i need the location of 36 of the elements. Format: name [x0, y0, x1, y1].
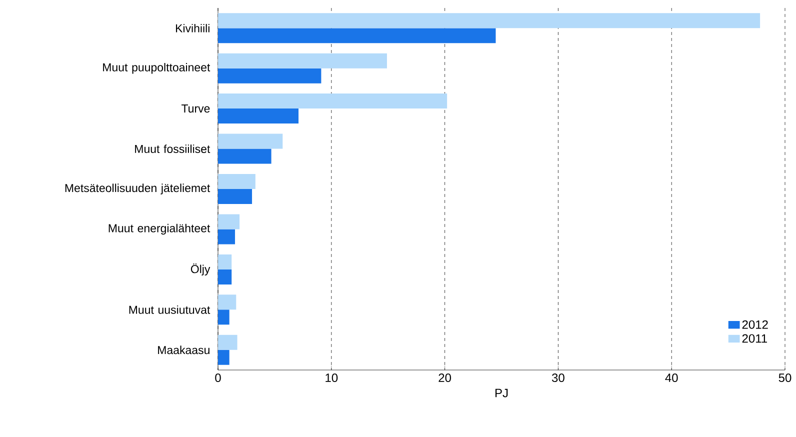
legend-label: 2012 [742, 320, 768, 329]
y-tick-label: Metsäteollisuuden jäteliemet [65, 184, 210, 194]
bar [218, 310, 230, 325]
y-tick-label: Muut energialähteet [108, 224, 210, 235]
bar [218, 68, 322, 84]
bar [218, 350, 230, 365]
x-tick-label: 0 [215, 374, 221, 382]
bar [218, 229, 236, 244]
bar [218, 294, 236, 310]
bar [218, 13, 760, 28]
x-tick-label: 40 [665, 374, 678, 382]
y-tick-label: Muut uusiutuvat [129, 305, 210, 314]
bar [218, 254, 232, 270]
x-tick-label: 50 [778, 374, 792, 382]
bar [218, 108, 299, 124]
bar [218, 134, 283, 149]
bar [218, 269, 232, 284]
y-tick-label: Kivihiili [176, 24, 210, 32]
y-tick-label: Muut fossiiliset [135, 144, 210, 154]
bar [218, 28, 496, 44]
bar [218, 53, 387, 68]
y-tick-label: Maakaasu [158, 346, 210, 354]
bar [218, 189, 252, 204]
bar [218, 94, 448, 109]
x-tick-label: 30 [552, 374, 564, 382]
y-tick-label: Öljy [190, 263, 210, 276]
bar [218, 334, 238, 350]
y-tick-label: Muut puupolttoaineet [103, 62, 210, 74]
legend-label: 2011 [742, 334, 767, 343]
bar [218, 148, 272, 164]
y-tick-label: Turve [181, 104, 210, 113]
x-tick-label: 20 [438, 374, 452, 382]
x-axis-title: PJ [495, 388, 508, 398]
bar [218, 214, 240, 230]
bar [218, 174, 256, 190]
x-tick-label: 10 [326, 374, 338, 382]
